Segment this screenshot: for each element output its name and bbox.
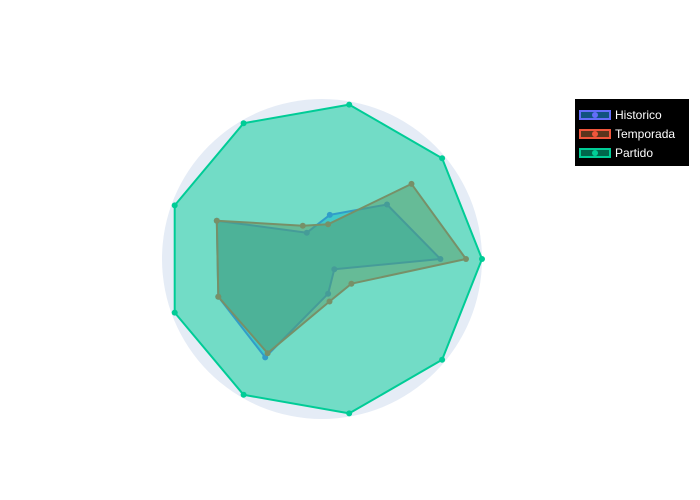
- series-layer: [171, 101, 485, 417]
- data-point-partido-3[interactable]: [240, 120, 247, 127]
- data-point-partido-4[interactable]: [171, 202, 178, 209]
- data-point-partido-8[interactable]: [439, 356, 446, 363]
- data-point-partido-1[interactable]: [439, 155, 446, 162]
- series-area-partido: [173, 103, 483, 415]
- legend-item-historico[interactable]: Historico: [579, 108, 662, 122]
- legend-marker-partido: [592, 150, 598, 156]
- legend-item-temporada[interactable]: Temporada: [579, 127, 675, 141]
- series-partido: [171, 101, 485, 417]
- legend-label-temporada: Temporada: [615, 127, 675, 141]
- data-point-partido-0[interactable]: [479, 256, 485, 262]
- legend: Historico Temporada Partido: [575, 99, 689, 166]
- data-point-partido-5[interactable]: [171, 309, 178, 316]
- data-point-partido-7[interactable]: [346, 410, 353, 417]
- legend-label-partido: Partido: [615, 146, 653, 160]
- legend-label-historico: Historico: [615, 108, 662, 122]
- legend-marker-historico: [592, 112, 598, 118]
- legend-marker-temporada: [592, 131, 598, 137]
- data-point-partido-2[interactable]: [346, 101, 353, 108]
- legend-item-partido[interactable]: Partido: [579, 146, 653, 160]
- data-point-partido-6[interactable]: [240, 391, 247, 398]
